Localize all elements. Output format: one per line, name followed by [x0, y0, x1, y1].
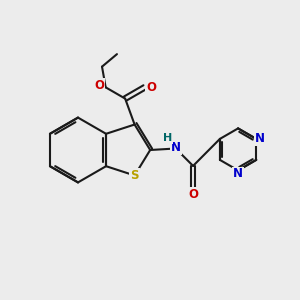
Text: O: O: [94, 79, 104, 92]
Text: O: O: [188, 188, 198, 201]
Text: O: O: [146, 81, 156, 94]
Text: N: N: [233, 167, 243, 181]
Text: H: H: [163, 133, 172, 143]
Text: N: N: [255, 132, 265, 146]
Text: S: S: [130, 169, 139, 182]
Text: N: N: [171, 141, 181, 154]
